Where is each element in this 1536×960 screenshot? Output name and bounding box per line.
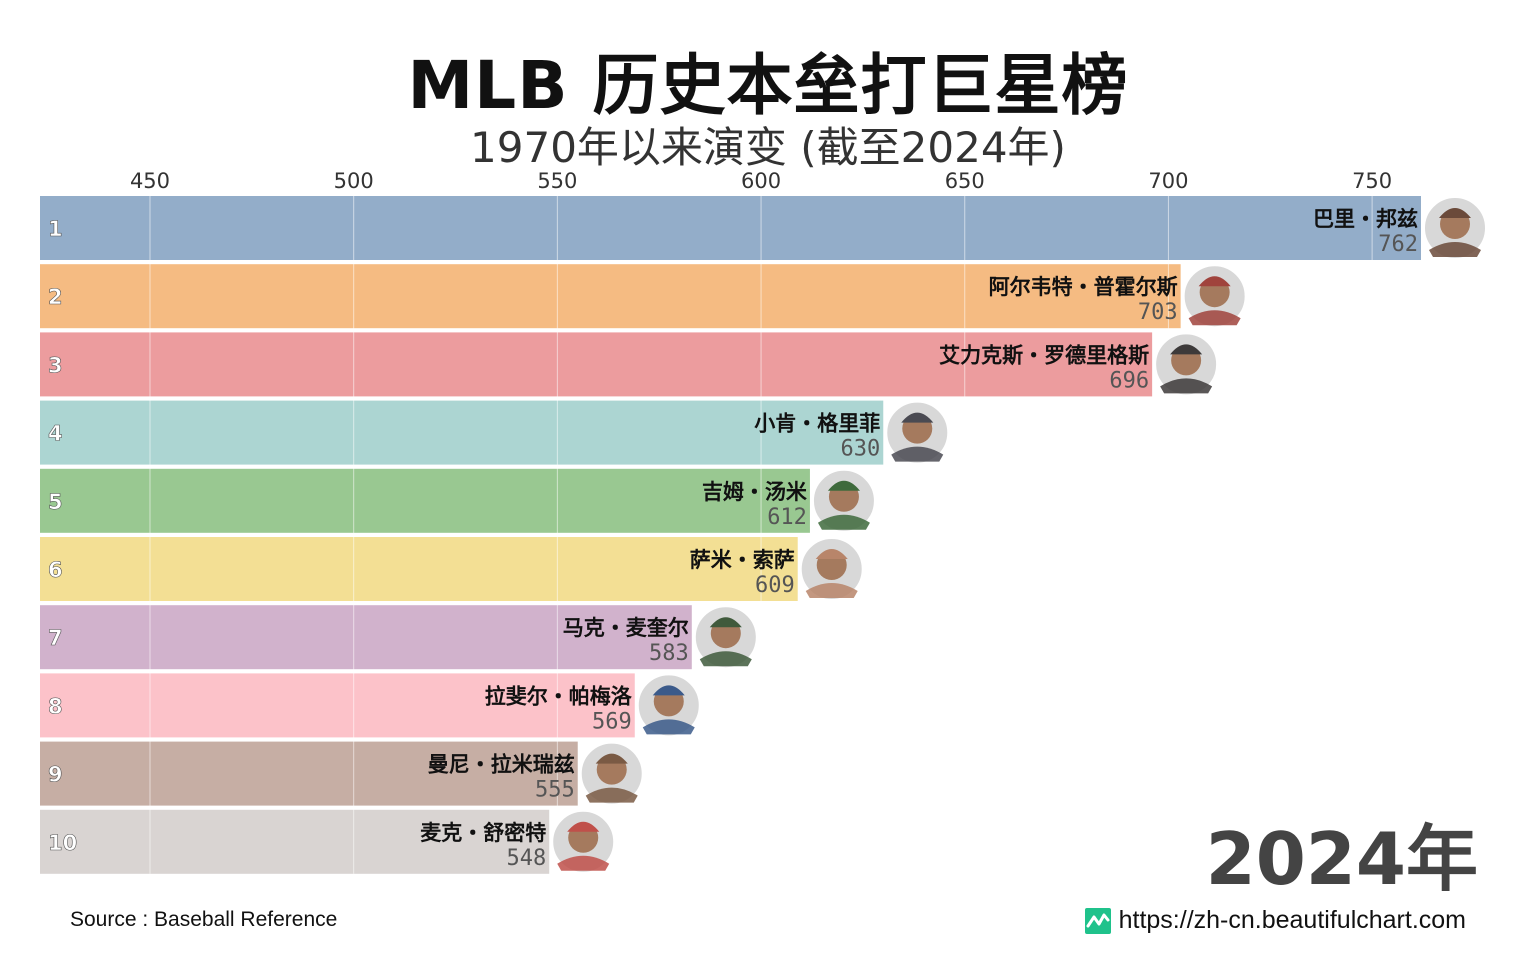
- chart-line-icon: [1084, 907, 1111, 934]
- bar: [40, 400, 884, 465]
- avatar-jersey: [699, 651, 752, 667]
- bar: [40, 741, 578, 806]
- rank-label: 6: [48, 558, 63, 582]
- avatar-jersey: [585, 787, 638, 803]
- avatar-jersey: [1429, 242, 1481, 257]
- x-tick-label: 500: [334, 169, 374, 193]
- chart-subtitle: 1970年以来演变 (截至2024年): [470, 123, 1066, 172]
- bar-category-label: 艾力克斯・罗德里格斯: [939, 343, 1149, 367]
- source-label: Source : Baseball Reference: [70, 908, 338, 931]
- avatar-cap: [652, 685, 685, 696]
- rank-label: 2: [48, 285, 63, 309]
- bar-category-label: 麦克・舒密特: [420, 821, 546, 845]
- avatar-jersey: [557, 855, 610, 871]
- rank-label: 9: [48, 763, 63, 787]
- rank-label: 7: [48, 626, 63, 650]
- bar: [40, 468, 810, 533]
- avatar-cap: [1439, 208, 1471, 218]
- bar-value-label: 609: [755, 573, 795, 598]
- bar-category-label: 阿尔韦特・普霍尔斯: [989, 275, 1178, 299]
- bar-value-label: 630: [841, 437, 881, 462]
- rank-label: 4: [48, 422, 63, 446]
- avatar-cap: [901, 412, 934, 423]
- avatar-cap: [1198, 276, 1231, 287]
- bar-category-label: 拉斐尔・帕梅洛: [485, 684, 633, 708]
- bar-category-label: 巴里・邦兹: [1313, 207, 1418, 231]
- bar: [40, 673, 635, 738]
- bar-value-label: 569: [592, 709, 632, 734]
- bar-value-label: 583: [649, 641, 689, 666]
- rank-label: 1: [48, 217, 63, 241]
- avatar-cap: [1170, 344, 1203, 355]
- avatar-jersey: [805, 583, 858, 598]
- x-tick-label: 550: [537, 169, 577, 193]
- bar-value-label: 762: [1378, 232, 1418, 257]
- bar-category-label: 萨米・索萨: [690, 548, 795, 572]
- bar-category-label: 马克・麦奎尔: [563, 616, 689, 640]
- x-tick-label: 450: [130, 169, 170, 193]
- avatar-jersey: [642, 719, 695, 735]
- avatar-cap: [595, 753, 628, 764]
- x-tick-label: 700: [1148, 169, 1188, 193]
- rank-label: 8: [48, 694, 63, 718]
- bar-value-label: 548: [506, 846, 546, 871]
- bar: [40, 809, 550, 874]
- chart-title: MLB 历史本垒打巨星榜: [407, 47, 1129, 124]
- bar: [40, 332, 1153, 397]
- x-tick-label: 750: [1352, 169, 1392, 193]
- x-tick-label: 650: [945, 169, 985, 193]
- bar-category-label: 曼尼・拉米瑞兹: [428, 753, 575, 777]
- bar: [40, 196, 1421, 260]
- x-tick-label: 600: [741, 169, 781, 193]
- site-link[interactable]: https://zh-cn.beautifulchart.com: [1084, 906, 1466, 935]
- site-url: https://zh-cn.beautifulchart.com: [1118, 906, 1466, 934]
- avatar-jersey: [891, 446, 944, 462]
- avatar-jersey: [817, 514, 870, 530]
- bar-value-label: 612: [767, 505, 807, 530]
- rank-label: 5: [48, 490, 63, 514]
- avatar-jersey: [1160, 378, 1213, 394]
- bar-value-label: 555: [535, 778, 575, 803]
- rank-label: 10: [48, 831, 77, 855]
- bar-value-label: 696: [1109, 368, 1149, 393]
- bar-category-label: 小肯・格里菲: [754, 412, 880, 436]
- bar: [40, 264, 1181, 329]
- bar-category-label: 吉姆・汤米: [702, 480, 808, 504]
- avatar-jersey: [1188, 310, 1241, 326]
- avatar-cap: [827, 480, 860, 491]
- bar: [40, 537, 798, 601]
- year-label: 2024年: [1205, 817, 1478, 901]
- avatar-cap: [567, 821, 600, 832]
- avatar-cap: [815, 549, 848, 559]
- bar-value-label: 703: [1138, 300, 1178, 325]
- rank-label: 3: [48, 353, 63, 377]
- bar: [40, 605, 692, 670]
- avatar-cap: [709, 617, 742, 628]
